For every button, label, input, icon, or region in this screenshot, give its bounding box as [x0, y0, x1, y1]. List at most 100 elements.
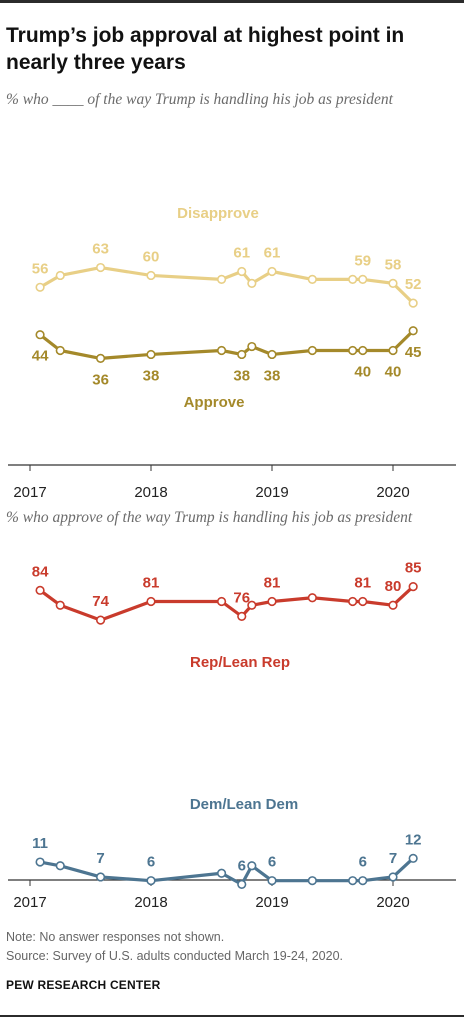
data-label: 6 [238, 857, 246, 874]
data-point [237, 611, 247, 621]
data-point [267, 876, 277, 886]
data-label: 52 [405, 276, 422, 293]
data-point [216, 274, 227, 285]
data-point [307, 593, 317, 603]
data-point [35, 857, 45, 867]
data-point [348, 274, 358, 285]
data-point [247, 341, 257, 352]
data-label: 59 [354, 252, 371, 269]
data-point [216, 596, 227, 607]
data-point [55, 345, 65, 356]
data-label: 6 [147, 854, 155, 871]
data-label: 38 [264, 367, 281, 384]
data-point [35, 282, 45, 292]
data-point [267, 596, 277, 607]
data-point [247, 861, 257, 871]
data-label: 38 [233, 367, 250, 384]
data-point [358, 345, 368, 356]
data-point [408, 298, 418, 308]
data-point [307, 274, 317, 285]
chart-subtitle-top: % who ____ of the way Trump is handling … [6, 91, 393, 108]
data-point [388, 345, 398, 356]
data-label: 60 [143, 248, 160, 265]
data-point [216, 868, 227, 878]
x-tick-label: 2019 [255, 484, 288, 501]
data-label: 44 [32, 348, 49, 365]
data-label: 85 [405, 560, 422, 577]
data-label: 6 [359, 854, 367, 871]
data-label: 40 [385, 364, 402, 381]
data-point [247, 600, 257, 610]
data-label: 80 [385, 578, 402, 595]
data-point [146, 596, 156, 607]
data-point [55, 270, 65, 281]
data-label: 45 [405, 344, 422, 361]
data-point [408, 853, 418, 863]
data-label: 11 [32, 835, 48, 852]
data-label: 81 [264, 575, 281, 592]
series-line [38, 329, 415, 360]
data-label: 81 [143, 575, 160, 592]
data-point [237, 266, 247, 277]
data-point [267, 349, 277, 360]
top-rule [0, 0, 464, 3]
data-label: 7 [389, 850, 397, 867]
data-point [408, 326, 418, 336]
data-point [55, 861, 65, 871]
x-tick-label: 2020 [376, 484, 409, 501]
chart-source: Source: Survey of U.S. adults conducted … [6, 949, 343, 963]
x-tick-label: 2020 [376, 894, 409, 911]
data-point [95, 353, 106, 364]
chart-title: Trump’s job approval at highest point in… [6, 24, 405, 74]
data-point [146, 876, 156, 886]
data-point [95, 615, 106, 625]
chart-note: Note: No answer responses not shown. [6, 930, 225, 944]
series-name-label: Rep/Lean Rep [190, 654, 290, 671]
series-line [38, 265, 415, 305]
data-label: 6 [268, 854, 276, 871]
x-tick-label: 2019 [255, 894, 288, 911]
data-label: 76 [233, 589, 250, 606]
data-point [95, 872, 106, 882]
bottom-rule [0, 1015, 464, 1017]
data-point [307, 876, 317, 886]
series-name-label: Disapprove [177, 205, 259, 222]
chart-subtitle-bottom: % who approve of the way Trump is handli… [6, 509, 413, 526]
series-name-label: Approve [184, 394, 245, 411]
data-point [237, 879, 247, 889]
x-tick-label: 2017 [13, 484, 46, 501]
data-point [388, 278, 398, 288]
data-label: 58 [385, 256, 402, 273]
x-tick-label: 2018 [134, 894, 167, 911]
data-label: 40 [354, 364, 371, 381]
data-point [35, 330, 45, 340]
data-point [348, 345, 358, 356]
data-point [348, 876, 358, 886]
data-point [267, 266, 277, 277]
data-label: 74 [92, 593, 109, 610]
data-point [146, 270, 156, 281]
series-name-label: Dem/Lean Dem [190, 796, 298, 813]
data-point [146, 349, 156, 360]
data-label: 56 [32, 260, 49, 277]
data-point [358, 876, 368, 886]
data-point [358, 596, 368, 607]
data-label: 81 [354, 575, 371, 592]
data-point [247, 278, 257, 288]
data-label: 61 [264, 245, 281, 262]
data-point [216, 345, 227, 356]
data-point [237, 349, 247, 360]
data-point [55, 600, 65, 610]
data-point [307, 345, 317, 356]
data-label: 61 [233, 245, 250, 262]
data-label: 84 [32, 563, 49, 580]
data-point [388, 600, 398, 610]
data-label: 63 [92, 241, 109, 258]
data-label: 12 [405, 831, 422, 848]
